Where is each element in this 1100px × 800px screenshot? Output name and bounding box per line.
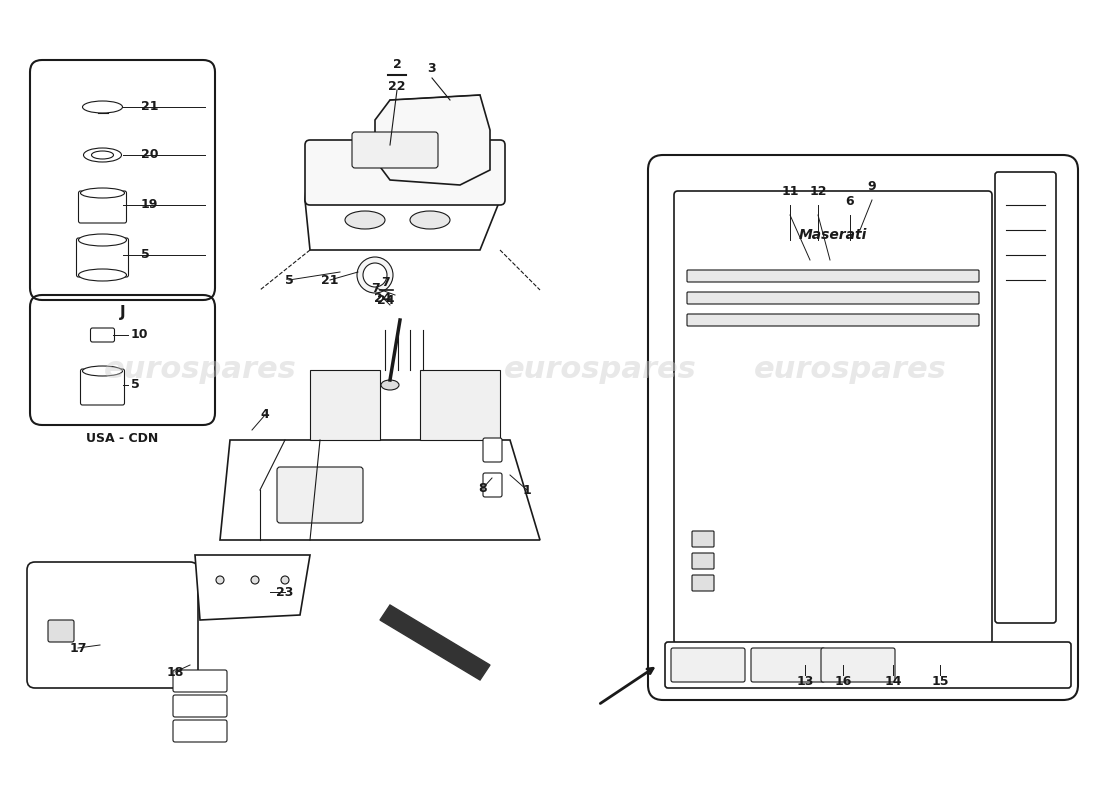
FancyBboxPatch shape <box>996 172 1056 623</box>
Ellipse shape <box>358 257 393 293</box>
Polygon shape <box>310 370 380 440</box>
Text: 4: 4 <box>261 409 270 422</box>
Text: 5: 5 <box>285 274 294 286</box>
FancyBboxPatch shape <box>173 720 227 742</box>
Text: eurospares: eurospares <box>504 355 696 385</box>
Polygon shape <box>379 605 490 680</box>
Text: 19: 19 <box>141 198 158 211</box>
FancyBboxPatch shape <box>674 191 992 644</box>
FancyBboxPatch shape <box>277 467 363 523</box>
Text: 3: 3 <box>428 62 437 74</box>
Polygon shape <box>305 150 500 250</box>
FancyBboxPatch shape <box>352 132 438 168</box>
FancyBboxPatch shape <box>688 314 979 326</box>
Text: 24: 24 <box>377 294 395 306</box>
FancyBboxPatch shape <box>80 369 124 405</box>
FancyBboxPatch shape <box>751 648 825 682</box>
Text: 18: 18 <box>166 666 184 678</box>
Text: 5: 5 <box>141 249 150 262</box>
Ellipse shape <box>345 211 385 229</box>
Text: J: J <box>120 305 125 319</box>
Text: eurospares: eurospares <box>754 355 946 385</box>
FancyBboxPatch shape <box>78 191 126 223</box>
Text: 14: 14 <box>884 675 902 688</box>
Text: 22: 22 <box>388 81 406 94</box>
FancyBboxPatch shape <box>688 292 979 304</box>
Text: 13: 13 <box>796 675 814 688</box>
Text: eurospares: eurospares <box>103 355 296 385</box>
Text: 20: 20 <box>141 149 158 162</box>
Text: 7: 7 <box>372 282 381 294</box>
Text: 11: 11 <box>781 185 799 198</box>
Text: Maserati: Maserati <box>799 228 867 242</box>
Ellipse shape <box>410 211 450 229</box>
FancyBboxPatch shape <box>821 648 895 682</box>
FancyBboxPatch shape <box>671 648 745 682</box>
Text: 9: 9 <box>868 180 877 193</box>
Ellipse shape <box>363 263 387 287</box>
FancyBboxPatch shape <box>173 695 227 717</box>
Circle shape <box>280 576 289 584</box>
FancyBboxPatch shape <box>483 438 502 462</box>
FancyBboxPatch shape <box>692 575 714 591</box>
Polygon shape <box>220 440 540 540</box>
FancyBboxPatch shape <box>90 328 114 342</box>
Circle shape <box>216 576 224 584</box>
FancyBboxPatch shape <box>483 473 502 497</box>
Ellipse shape <box>80 188 124 198</box>
Polygon shape <box>375 95 490 185</box>
Text: USA - CDN: USA - CDN <box>87 433 158 446</box>
Ellipse shape <box>78 269 126 281</box>
Text: 21: 21 <box>321 274 339 286</box>
FancyBboxPatch shape <box>305 140 505 205</box>
Text: 8: 8 <box>478 482 487 494</box>
Ellipse shape <box>78 234 126 246</box>
Text: 21: 21 <box>141 101 158 114</box>
Text: 16: 16 <box>834 675 851 688</box>
Text: 7: 7 <box>382 275 390 289</box>
FancyBboxPatch shape <box>173 670 227 692</box>
FancyBboxPatch shape <box>692 553 714 569</box>
Text: 24: 24 <box>374 291 392 305</box>
Text: 17: 17 <box>69 642 87 654</box>
Text: 12: 12 <box>810 185 827 198</box>
FancyBboxPatch shape <box>48 620 74 642</box>
Ellipse shape <box>82 366 122 376</box>
Text: 6: 6 <box>846 195 855 208</box>
FancyBboxPatch shape <box>77 238 129 277</box>
Circle shape <box>251 576 258 584</box>
Text: 10: 10 <box>131 329 149 342</box>
FancyBboxPatch shape <box>692 531 714 547</box>
Polygon shape <box>195 555 310 620</box>
FancyBboxPatch shape <box>688 270 979 282</box>
Text: 2: 2 <box>393 58 402 71</box>
FancyBboxPatch shape <box>28 562 198 688</box>
Text: 5: 5 <box>131 378 140 391</box>
Polygon shape <box>420 370 500 440</box>
Text: 23: 23 <box>276 586 294 598</box>
Ellipse shape <box>381 380 399 390</box>
FancyBboxPatch shape <box>666 642 1071 688</box>
Text: 1: 1 <box>522 483 531 497</box>
Text: 15: 15 <box>932 675 948 688</box>
